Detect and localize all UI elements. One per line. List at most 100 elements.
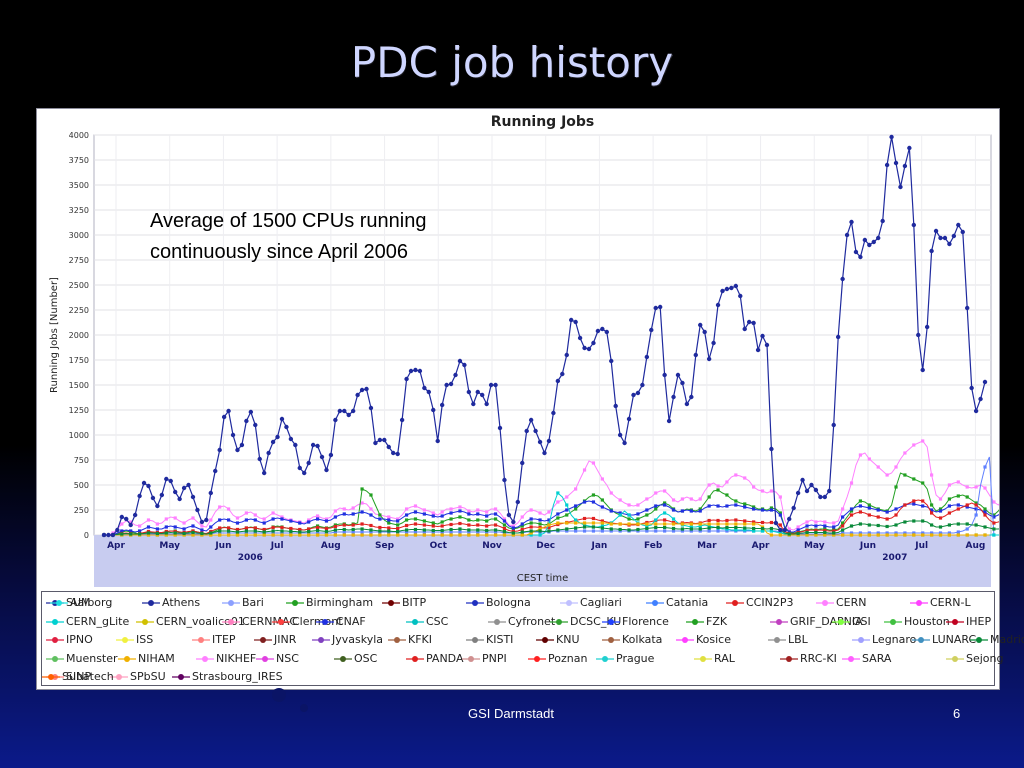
data-point [921,519,925,523]
data-point [974,507,978,511]
data-point [431,407,436,413]
data-point [867,523,871,527]
legend-marker [768,636,786,644]
data-point [119,514,124,520]
data-point [894,485,898,489]
data-point [992,527,996,531]
data-point [773,520,779,526]
legend-label: IHEP [966,614,992,628]
data-point [280,515,284,519]
data-point [529,531,533,535]
data-point [538,533,542,537]
data-point [298,530,302,534]
data-point [226,507,231,511]
data-point [663,525,667,530]
data-point [760,333,765,339]
data-point [387,515,391,519]
data-point [502,517,507,521]
legend-marker [42,673,60,681]
data-point [440,514,444,518]
data-point [956,222,961,228]
legend-label: Legnaro [872,633,917,646]
data-point [351,523,355,527]
x-month-label: Oct [430,541,448,551]
data-point [675,372,681,378]
data-point [239,442,245,448]
data-point [654,507,658,511]
data-point [698,497,702,501]
data-point [378,529,382,533]
data-point [351,530,355,534]
legend-label: Cagliari [580,596,622,609]
data-point [261,470,267,476]
data-point [565,521,569,525]
data-point [591,500,596,504]
data-point [369,528,373,532]
data-point [965,527,969,531]
data-point [333,528,337,532]
data-point [439,402,445,408]
data-point [132,512,138,518]
data-point [582,529,587,533]
data-point [707,529,711,533]
data-point [743,505,747,509]
data-point [351,527,355,532]
data-point [689,509,693,513]
legend-marker [462,655,480,663]
data-point [862,237,868,243]
data-point [556,521,560,525]
data-point [324,517,329,521]
data-point [973,408,979,414]
data-point [271,511,275,515]
data-point [333,530,337,534]
data-point [876,465,880,469]
data-point [698,529,702,533]
x-month-label: Aug [965,541,985,551]
data-point [618,513,622,517]
data-point [413,530,418,534]
data-point [778,513,782,517]
x-month-label: Jun [859,541,876,551]
data-point [805,524,809,528]
data-point [627,503,631,507]
data-point [769,529,774,533]
data-point [574,507,578,511]
data-point [663,518,667,522]
data-point [328,452,334,458]
data-point [965,533,969,537]
data-point [671,517,676,521]
data-point [707,495,711,499]
legend-label: NIKHEF [216,651,257,665]
data-point [124,516,129,522]
data-point [609,358,614,364]
data-point [654,529,658,533]
legend-marker [46,655,64,663]
data-point [938,507,943,511]
legend-marker [272,618,290,626]
data-point [369,523,373,528]
data-point [974,513,978,517]
data-point [387,518,391,522]
data-point [645,522,649,526]
data-point [565,529,569,533]
data-point [280,529,284,533]
data-point [413,527,418,532]
data-point [930,511,934,515]
data-point [431,524,435,528]
legend-marker [910,599,928,607]
data-point [903,531,907,535]
data-point [568,317,574,323]
data-point [547,510,551,514]
data-point [235,530,240,534]
legend-marker [334,655,352,663]
data-point [360,487,364,491]
y-tick-label: 0 [84,531,89,540]
data-point [947,483,952,487]
y-tick-label: 3250 [69,206,89,215]
legend-label: CERN-L [930,596,971,609]
data-point [164,533,168,537]
data-point [912,443,916,447]
data-point [218,518,222,522]
data-point [654,518,658,522]
legend-marker [222,618,240,626]
